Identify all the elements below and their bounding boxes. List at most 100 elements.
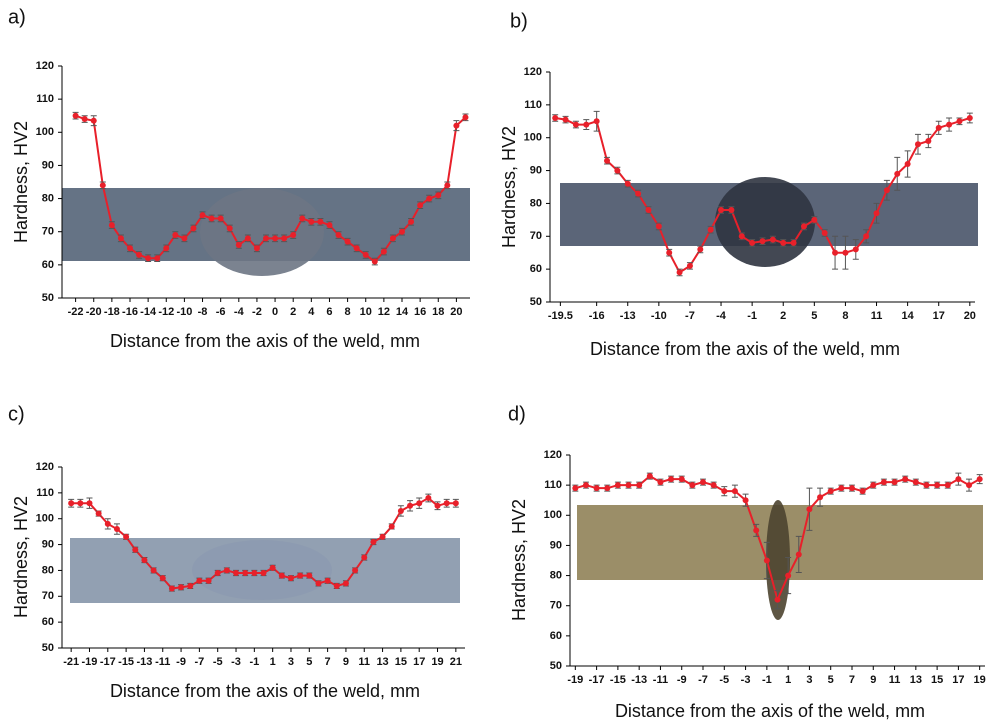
y-tick-label: 70 <box>42 590 54 602</box>
data-point <box>976 476 983 483</box>
x-tick-label: 5 <box>811 310 817 322</box>
x-tick-label: -17 <box>100 656 116 668</box>
data-point <box>77 500 84 507</box>
y-tick-label: 90 <box>42 159 54 171</box>
data-point <box>253 245 260 252</box>
data-point <box>399 228 405 235</box>
x-tick-label: -7 <box>698 674 708 686</box>
data-point <box>453 122 460 129</box>
x-tick-label: 11 <box>871 310 883 322</box>
x-tick-label: 5 <box>306 656 312 668</box>
x-tick-label: -13 <box>136 656 152 668</box>
data-point <box>780 239 787 246</box>
x-tick-label: 9 <box>343 656 349 668</box>
data-point <box>362 251 369 258</box>
data-point <box>86 500 93 507</box>
data-point <box>625 482 632 489</box>
x-tick-label: 7 <box>849 674 855 686</box>
data-point <box>208 215 215 222</box>
data-point <box>389 235 396 242</box>
x-tick-label: -3 <box>231 656 241 668</box>
data-point <box>371 258 378 265</box>
panel-label: b) <box>510 10 528 32</box>
data-point <box>272 235 279 242</box>
x-tick-label: 1 <box>270 656 276 668</box>
data-point <box>572 485 579 492</box>
x-tick-label: -14 <box>140 306 157 318</box>
y-tick-label: 70 <box>42 226 54 238</box>
y-tick-label: 50 <box>42 642 54 654</box>
y-axis-label: Hardness, HV2 <box>11 121 31 243</box>
data-point <box>352 567 359 574</box>
data-point <box>668 476 675 483</box>
data-point <box>635 190 642 197</box>
y-tick-label: 70 <box>530 230 542 242</box>
data-point <box>361 554 368 561</box>
data-point <box>710 482 717 489</box>
y-tick-label: 80 <box>530 197 542 209</box>
data-point <box>335 232 342 239</box>
y-axis-label: Hardness, HV2 <box>11 496 31 618</box>
data-point <box>562 116 569 123</box>
data-point <box>187 582 194 589</box>
y-tick-label: 50 <box>550 660 562 672</box>
data-point <box>123 533 130 540</box>
data-point <box>894 170 901 177</box>
data-point <box>759 238 766 245</box>
data-point <box>214 570 221 577</box>
data-point <box>790 239 797 246</box>
y-tick-label: 70 <box>550 600 562 612</box>
data-point <box>380 248 387 255</box>
x-tick-label: -16 <box>122 306 138 318</box>
data-point <box>417 202 424 209</box>
x-tick-label: 8 <box>345 306 351 318</box>
data-point <box>136 251 143 258</box>
x-tick-label: -4 <box>234 306 245 318</box>
data-point <box>763 557 770 564</box>
data-point <box>870 482 877 489</box>
y-tick-label: 60 <box>550 630 562 642</box>
data-point <box>859 488 866 495</box>
data-point <box>287 575 294 582</box>
x-axis-label: Distance from the axis of the weld, mm <box>590 339 900 359</box>
x-tick-label: 16 <box>414 306 426 318</box>
data-point <box>108 222 115 229</box>
data-point <box>806 506 813 513</box>
data-point <box>260 570 267 577</box>
data-point <box>753 527 760 534</box>
y-tick-label: 90 <box>550 539 562 551</box>
data-point <box>353 245 360 252</box>
data-point <box>408 218 415 225</box>
x-tick-label: -8 <box>198 306 208 318</box>
data-point <box>935 124 942 131</box>
y-tick-label: 100 <box>36 513 54 525</box>
data-point <box>127 245 133 252</box>
data-point <box>397 507 404 514</box>
data-point <box>946 121 953 128</box>
data-point <box>205 577 212 584</box>
x-tick-label: 15 <box>395 656 407 668</box>
data-point <box>81 116 88 123</box>
data-point <box>181 235 188 242</box>
x-tick-label: 17 <box>413 656 425 668</box>
data-point <box>742 497 749 504</box>
data-point <box>811 216 818 223</box>
y-tick-label: 90 <box>42 538 54 550</box>
data-point <box>113 526 120 533</box>
data-point <box>944 482 951 489</box>
x-tick-label: -15 <box>610 674 626 686</box>
data-point <box>676 269 683 276</box>
data-point <box>749 239 756 246</box>
data-point <box>244 235 251 242</box>
y-tick-label: 90 <box>530 164 542 176</box>
x-tick-label: -11 <box>155 656 170 668</box>
data-point <box>552 115 559 121</box>
x-tick-label: 11 <box>889 674 901 686</box>
x-tick-label: -13 <box>620 310 636 322</box>
data-point <box>90 117 97 124</box>
data-point <box>324 577 331 584</box>
data-point <box>242 570 249 577</box>
data-point <box>95 510 102 517</box>
data-point <box>251 570 258 577</box>
